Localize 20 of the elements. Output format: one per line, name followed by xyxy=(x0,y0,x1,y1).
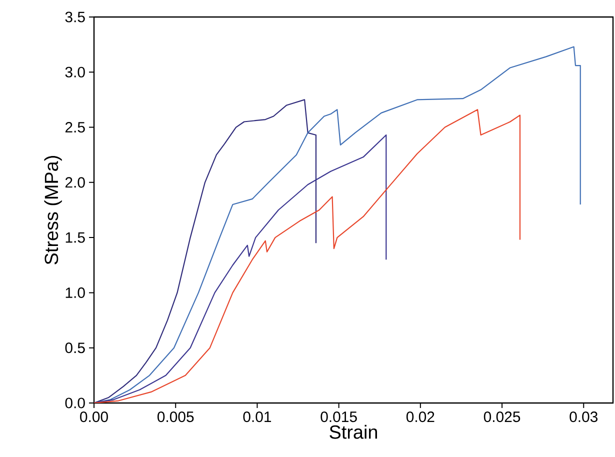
x-tick-label: 0.01 xyxy=(243,412,272,422)
y-tick-label: 1.0 xyxy=(66,287,85,298)
line-series xyxy=(94,109,521,403)
y-tick-label: 3.0 xyxy=(65,66,85,78)
y-tick-label: 0.5 xyxy=(65,342,85,354)
x-tick-label: 0.005 xyxy=(157,412,194,422)
x-tick-label: 0.03 xyxy=(570,412,598,422)
y-tick-label: 2.5 xyxy=(65,122,85,133)
y-axis-title: Stress (MPa) xyxy=(44,156,62,264)
y-tick-label: 0.0 xyxy=(65,398,85,408)
line-series xyxy=(94,134,387,403)
x-axis-title: Strain xyxy=(330,424,377,439)
y-tick-label: 2.0 xyxy=(65,177,85,188)
y-tick-label: 3.5 xyxy=(65,12,85,22)
x-tick-label: 0.025 xyxy=(484,412,520,422)
x-tick-label: 0.02 xyxy=(406,412,434,422)
x-tick-label: 0.00 xyxy=(80,412,108,422)
x-tick-label: 0.015 xyxy=(320,412,357,422)
line-series xyxy=(94,99,317,403)
y-tick-label: 1.5 xyxy=(66,232,85,243)
